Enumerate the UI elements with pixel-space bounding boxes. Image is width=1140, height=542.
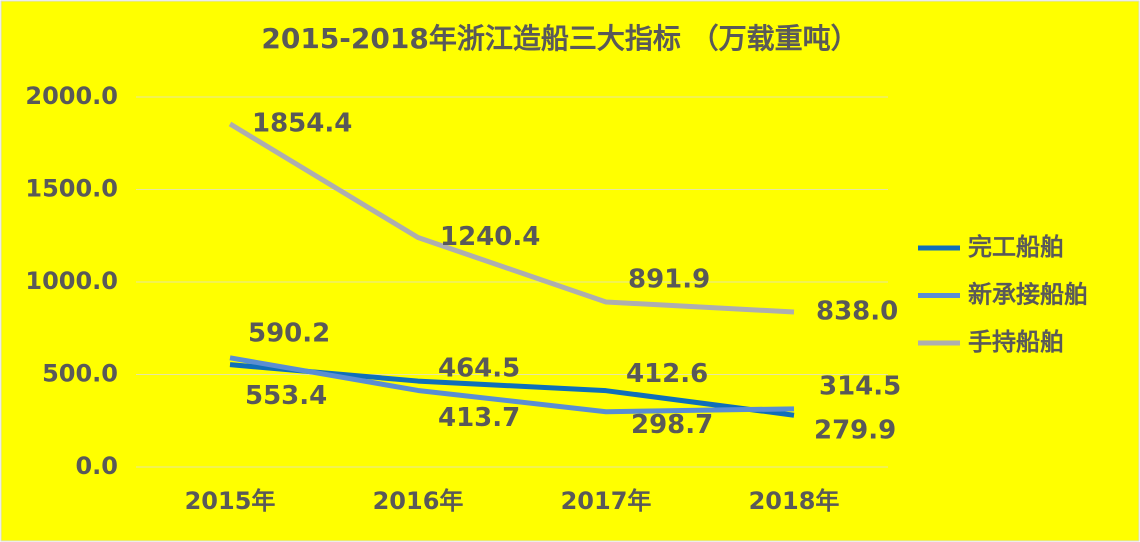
y-tick-label: 2000.0 (25, 82, 118, 110)
y-tick-label: 500.0 (42, 360, 118, 388)
y-tick-label: 0.0 (75, 452, 118, 480)
data-label: 314.5 (819, 371, 901, 401)
data-label: 279.9 (814, 416, 896, 446)
data-label: 891.9 (628, 264, 710, 294)
data-label: 838.0 (816, 296, 898, 326)
x-tick-label: 2016年 (373, 487, 464, 515)
y-tick-label: 1000.0 (25, 267, 118, 295)
data-label: 590.2 (248, 318, 330, 348)
x-tick-label: 2015年 (185, 487, 276, 515)
legend-label: 手持船舶 (968, 328, 1064, 356)
data-label: 553.4 (245, 381, 327, 411)
data-label: 298.7 (631, 410, 713, 440)
y-tick-label: 1500.0 (25, 175, 118, 203)
data-label: 1240.4 (440, 222, 540, 252)
legend-label: 完工船舶 (968, 233, 1064, 261)
chart-title: 2015-2018年浙江造船三大指标 （万载重吨） (261, 22, 858, 55)
x-tick-label: 2018年 (749, 487, 840, 515)
line (228, 121, 795, 315)
data-label: 464.5 (438, 354, 520, 384)
data-label: 1854.4 (252, 108, 352, 138)
line (229, 355, 795, 415)
data-label: 413.7 (438, 403, 520, 433)
legend-label: 新承接船舶 (968, 281, 1088, 309)
data-label: 412.6 (626, 359, 708, 389)
x-tick-label: 2017年 (561, 487, 652, 515)
